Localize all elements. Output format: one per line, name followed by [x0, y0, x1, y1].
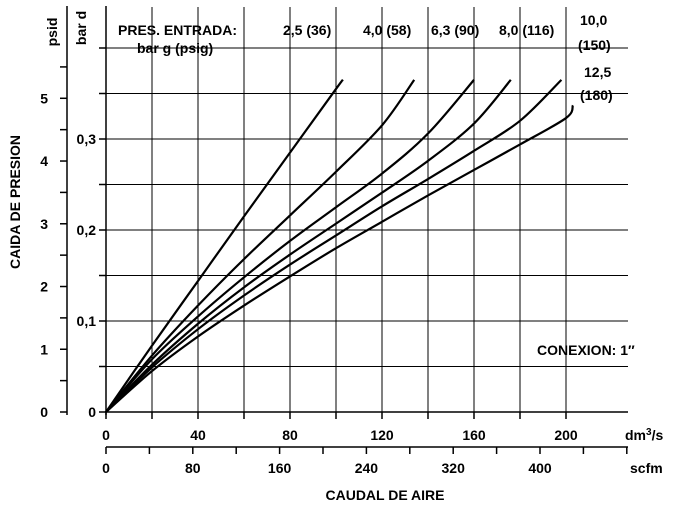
series-line	[105, 79, 563, 413]
y-tick-label-bar: 0,2	[77, 222, 97, 238]
series-curves	[105, 79, 574, 413]
y-tick-label-psid: 3	[40, 216, 48, 232]
series-line	[105, 104, 574, 413]
legend-title-line2: bar g (psig)	[137, 40, 213, 56]
series-line	[105, 79, 475, 413]
y-tick-label-psid: 5	[40, 90, 48, 106]
x-tick-label-scfm: 80	[185, 460, 201, 476]
legend-title-line1: PRES. ENTRADA:	[118, 22, 237, 38]
y-tick-label-bar: 0,1	[77, 313, 97, 329]
x-tick-label-dm3s: 120	[370, 427, 394, 443]
y-tick-label-bar: 0,3	[77, 131, 97, 147]
x-tick-label-dm3s: 0	[102, 427, 110, 443]
y-tick-label-psid: 4	[40, 153, 48, 169]
y-axis-label: CAIDA DE PRESION	[7, 135, 23, 269]
series-line	[105, 79, 512, 413]
x-tick-label-dm3s: 200	[554, 427, 578, 443]
x-tick-label-scfm: 160	[268, 460, 292, 476]
series-label-6-3: 6,3 (90)	[431, 22, 479, 38]
x-tick-label-scfm: 240	[355, 460, 379, 476]
y-tick-label-psid: 1	[40, 341, 48, 357]
y-tick-label-psid: 2	[40, 279, 48, 295]
series-line	[105, 79, 416, 413]
series-line	[105, 79, 344, 413]
y-tick-label-psid: 0	[40, 404, 48, 420]
y-unit-psid: psid	[44, 18, 60, 47]
x-tick-label-dm3s: 160	[462, 427, 486, 443]
x-tick-label-scfm: 320	[442, 460, 466, 476]
y-unit-bar: bar d	[73, 11, 89, 45]
x-tick-label-dm3s: 80	[282, 427, 298, 443]
x-tick-label-scfm: 400	[528, 460, 552, 476]
y-tick-label-bar: 0	[88, 404, 96, 420]
series-label-8-0: 8,0 (116)	[499, 22, 554, 38]
series-label-4-0: 4,0 (58)	[363, 22, 411, 38]
series-label-12-5-line2: (180)	[580, 87, 613, 103]
x-tick-label-dm3s: 40	[190, 427, 206, 443]
series-label-12-5-line1: 12,5	[584, 64, 611, 80]
series-label-10-0-line2: (150)	[578, 37, 611, 53]
x-unit-dm3s: dm3/s	[625, 427, 663, 443]
x-tick-label-scfm: 0	[102, 460, 110, 476]
x-unit-scfm: scfm	[630, 460, 663, 476]
series-label-10-0-line1: 10,0	[580, 12, 607, 28]
tick-labels: 0 40 80 120 160 200 0 80 160 240 320 400 0 1 2 3 4 5 0 0,1 0…	[40, 90, 578, 476]
connection-annotation: CONEXION: 1″	[537, 342, 635, 358]
series-label-2-5: 2,5 (36)	[283, 22, 331, 38]
axes	[60, 6, 628, 454]
x-axis-label: CAUDAL DE AIRE	[325, 487, 444, 503]
